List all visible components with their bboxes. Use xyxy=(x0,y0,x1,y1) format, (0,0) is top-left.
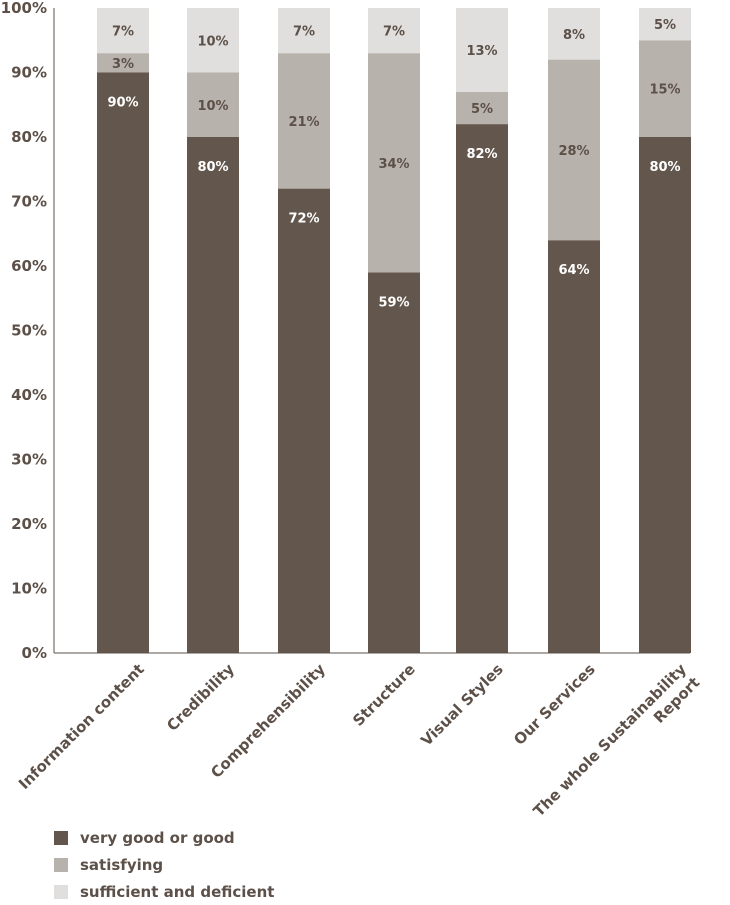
data-label: 80% xyxy=(197,160,228,175)
legend-swatch xyxy=(54,857,68,872)
data-label: 34% xyxy=(378,157,409,172)
bar-segment xyxy=(548,8,600,60)
data-label: 8% xyxy=(563,28,585,43)
bar-segment xyxy=(639,8,691,41)
bar-segment xyxy=(278,8,330,54)
bar-segment xyxy=(368,272,420,653)
y-tick-label: 20% xyxy=(11,515,47,533)
data-label: 28% xyxy=(558,144,589,159)
y-tick-label: 30% xyxy=(11,451,47,469)
y-tick-label: 50% xyxy=(11,322,47,340)
data-label: 3% xyxy=(112,57,134,72)
bar-segment xyxy=(187,8,239,73)
legend-item: very good or good xyxy=(54,824,274,851)
bar-segment xyxy=(456,124,508,654)
bar-segment xyxy=(97,8,149,54)
data-label: 72% xyxy=(288,212,319,227)
data-label: 5% xyxy=(471,102,493,117)
legend-item: satisfying xyxy=(54,851,274,878)
data-label: 7% xyxy=(293,25,315,40)
bar-segment xyxy=(187,72,239,137)
data-label: 21% xyxy=(288,115,319,130)
bar-segment xyxy=(368,53,420,273)
y-tick-label: 100% xyxy=(1,0,47,17)
legend-swatch xyxy=(54,830,68,845)
data-label: 13% xyxy=(466,44,497,59)
data-label: 15% xyxy=(649,83,680,98)
category-label: Information content xyxy=(15,660,148,793)
y-tick-label: 0% xyxy=(22,644,47,662)
bar-segment xyxy=(639,40,691,137)
y-tick-label: 90% xyxy=(11,64,47,82)
y-tick-label: 80% xyxy=(11,128,47,146)
category-label: Our Services xyxy=(510,660,599,749)
y-tick-label: 70% xyxy=(11,193,47,211)
data-label: 82% xyxy=(466,147,497,162)
bar-segment xyxy=(278,188,330,653)
bar-segment xyxy=(456,8,508,92)
bar-segment xyxy=(97,72,149,653)
bar-segment xyxy=(278,53,330,189)
category-label: The whole SustainabilityReport xyxy=(530,660,704,820)
bar-segment xyxy=(548,240,600,653)
category-label: Structure xyxy=(349,660,419,730)
bar-segment xyxy=(639,137,691,653)
data-label: 10% xyxy=(197,34,228,49)
data-label: 59% xyxy=(378,295,409,310)
y-tick-label: 40% xyxy=(11,386,47,404)
legend-label: very good or good xyxy=(80,828,235,847)
y-tick-label: 10% xyxy=(11,580,47,598)
stacked-bar-chart: 0% 10% 20% 30% 40% 50% 60% 70% 80% 90% 100% 90% 3% 7… xyxy=(1,0,704,820)
data-label: 64% xyxy=(558,263,589,278)
legend-item: sufficient and deficient xyxy=(54,878,274,905)
bar-segment xyxy=(368,8,420,54)
category-label: Credibility xyxy=(163,660,238,735)
legend-label: sufficient and deficient xyxy=(80,882,275,901)
legend-swatch xyxy=(54,884,68,899)
data-label: 90% xyxy=(107,96,138,111)
data-label: 7% xyxy=(383,25,405,40)
y-tick-label: 60% xyxy=(11,257,47,275)
legend-label: satisfying xyxy=(80,855,164,874)
data-label: 5% xyxy=(654,18,676,33)
category-label: Visual Styles xyxy=(417,660,507,750)
bar-segment xyxy=(456,91,508,125)
legend: very good or good satisfying sufficient … xyxy=(54,824,274,905)
data-label: 80% xyxy=(649,160,680,175)
data-label: 10% xyxy=(197,99,228,114)
bar-segment xyxy=(548,59,600,241)
data-label: 7% xyxy=(112,25,134,40)
bar-segment xyxy=(97,53,149,73)
bar-segment xyxy=(187,137,239,653)
